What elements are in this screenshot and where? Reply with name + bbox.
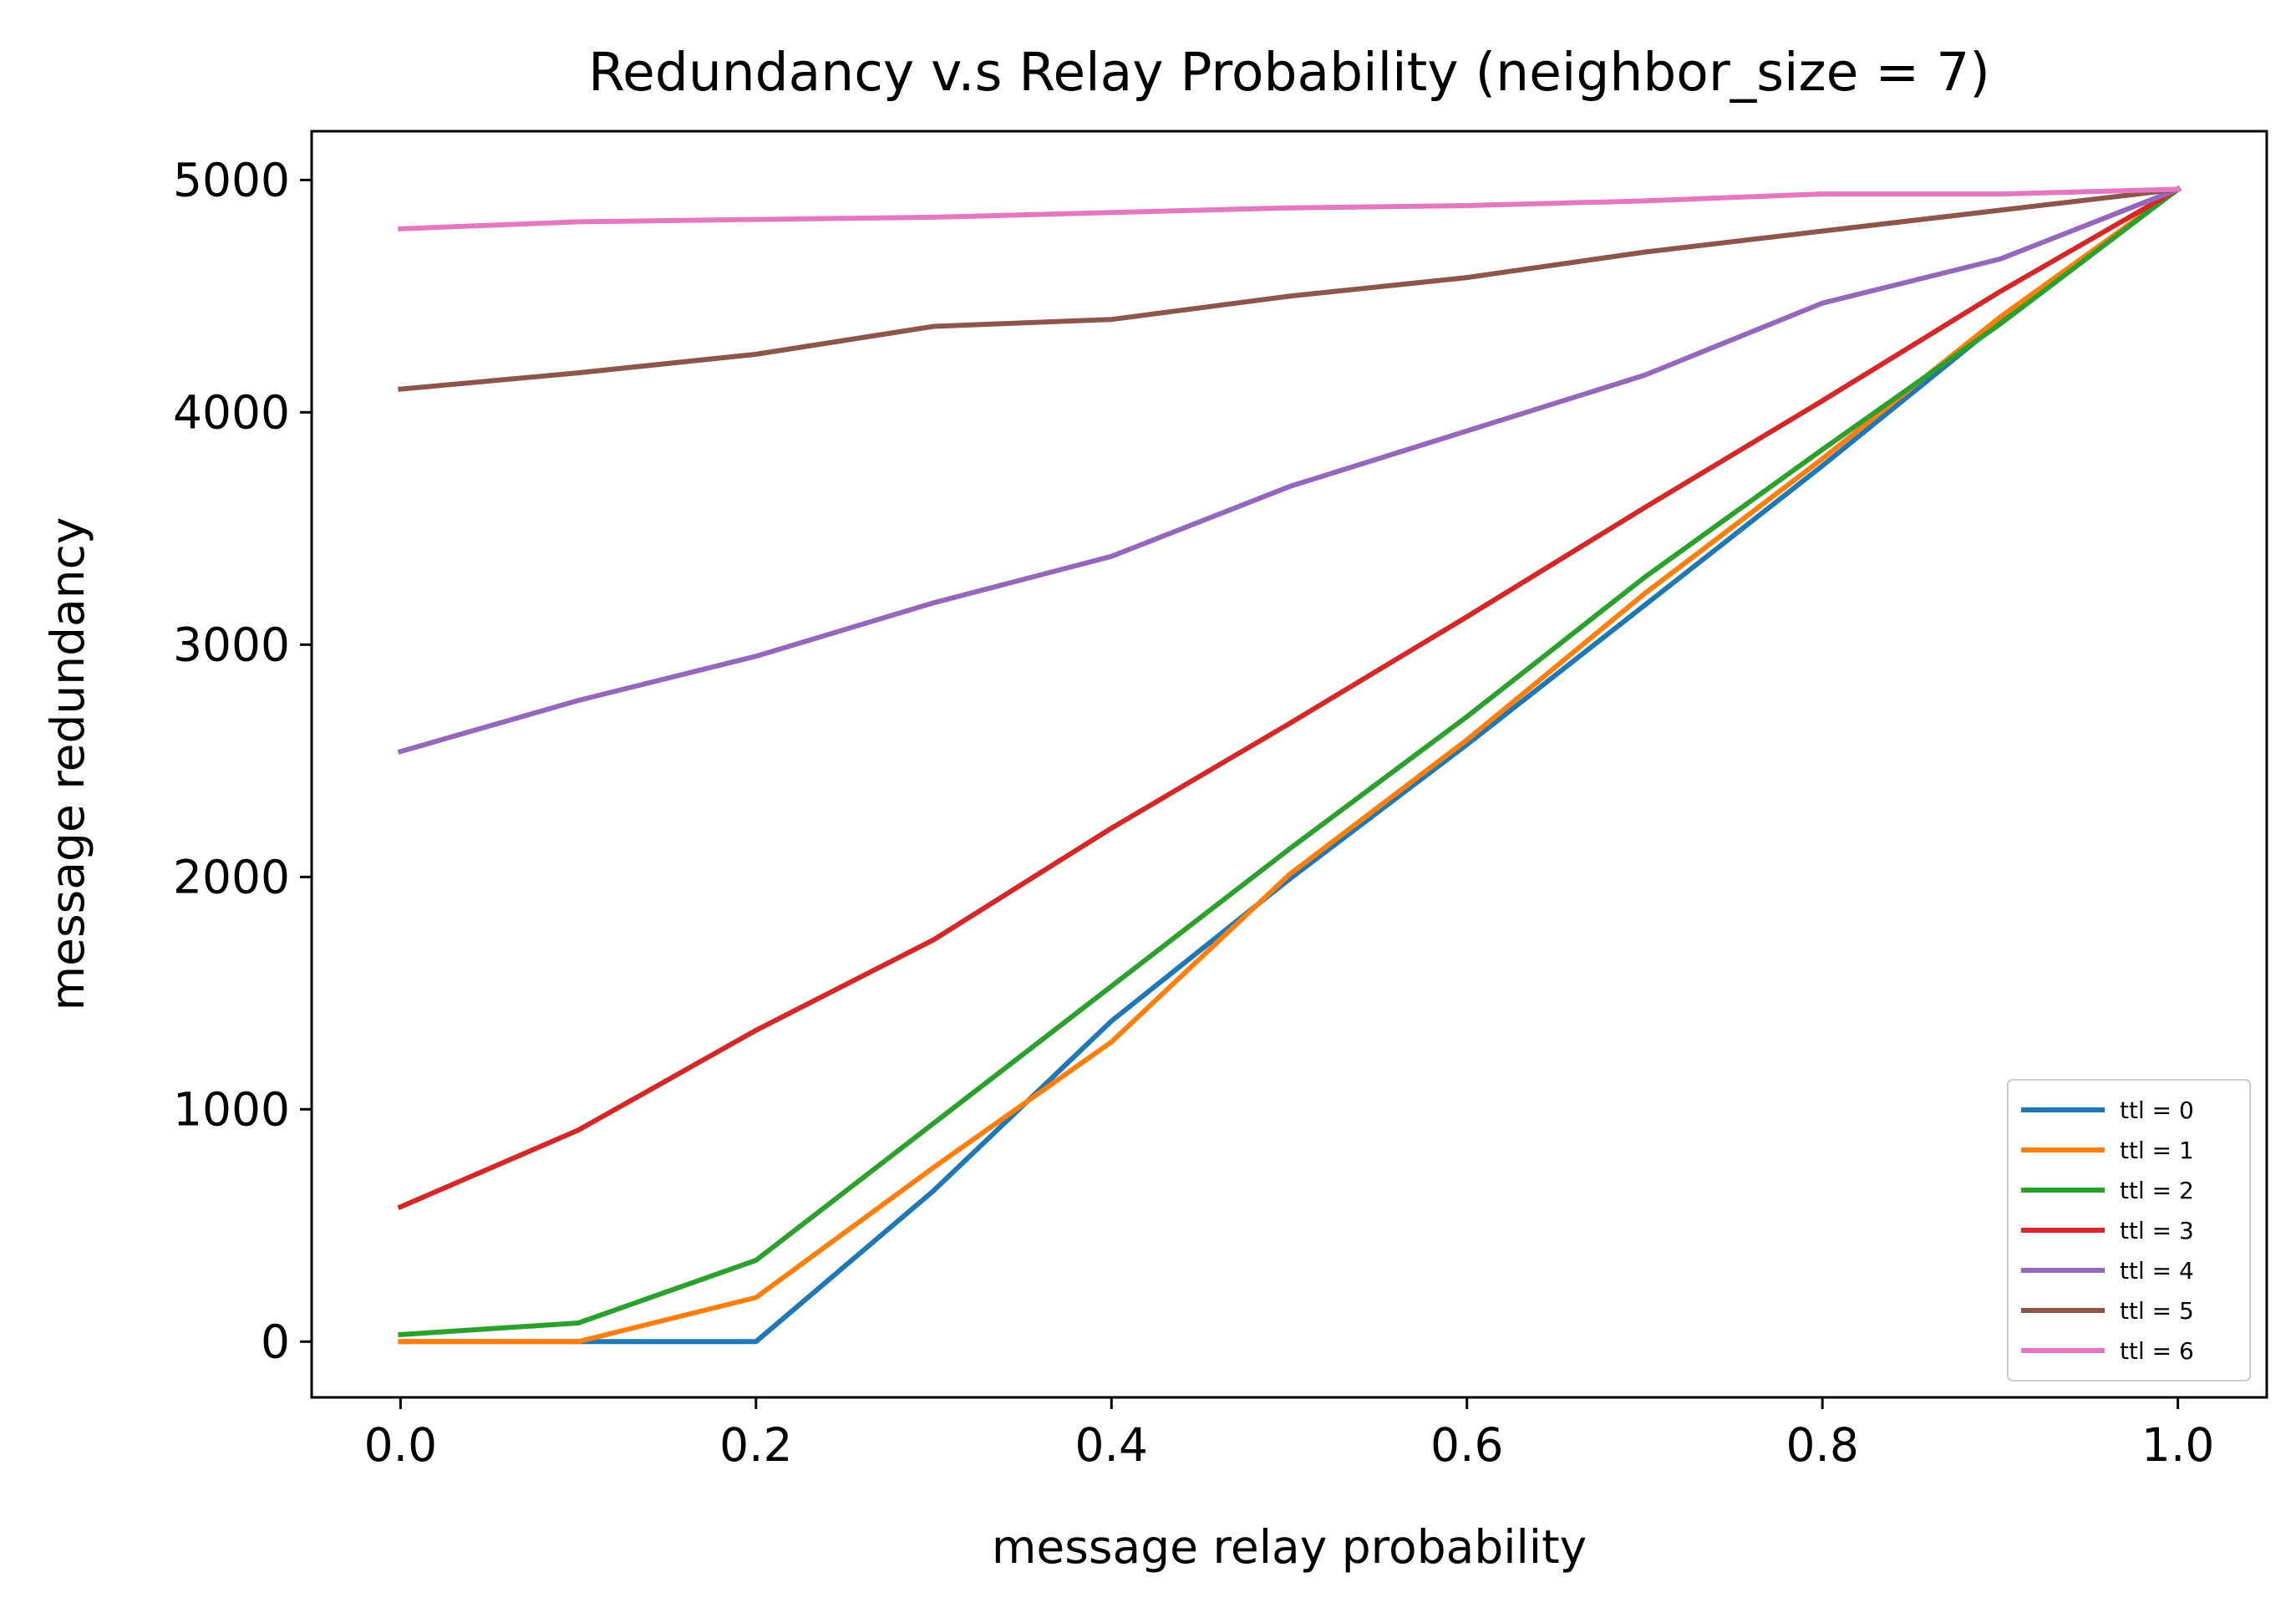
- legend-entry-label: ttl = 1: [2120, 1137, 2194, 1164]
- y-tick-label: 1000: [173, 1082, 290, 1136]
- series-layer: [397, 186, 2182, 1345]
- y-tick-label: 4000: [173, 385, 290, 439]
- series-line-ttl-5: [398, 186, 2181, 392]
- x-tick-label: 0.8: [1785, 1418, 1858, 1472]
- series-line-ttl-6: [398, 186, 2181, 232]
- x-tick-label: 1.0: [2141, 1418, 2214, 1472]
- legend-entry-label: ttl = 3: [2120, 1217, 2194, 1244]
- legend: ttl = 0 ttl = 1 ttl = 2 ttl = 3 ttl = 4 ttl =…: [2007, 1079, 2251, 1381]
- series-line-ttl-2: [398, 186, 2182, 1338]
- chart-title: Redundancy v.s Relay Probability (neighb…: [588, 42, 1990, 103]
- plot-area-frame: [310, 130, 2268, 1399]
- y-tick-label: 5000: [173, 153, 290, 206]
- legend-entry-label: ttl = 0: [2120, 1097, 2194, 1124]
- y-tick-label: 3000: [173, 618, 290, 671]
- series-line-ttl-1: [398, 186, 2182, 1345]
- series-line-ttl-4: [397, 186, 2182, 755]
- x-axis-label: message relay probability: [992, 1520, 1587, 1574]
- y-tick-label: 2000: [173, 850, 290, 903]
- series-line-ttl-3: [397, 186, 2182, 1211]
- x-tick-label: 0.4: [1075, 1418, 1148, 1472]
- series-line-ttl-0: [398, 186, 2182, 1345]
- x-tick-label: 0.6: [1430, 1418, 1503, 1472]
- y-axis-label: message redundancy: [41, 517, 94, 1011]
- y-tick-label: 0: [261, 1315, 290, 1368]
- x-tick-label: 0.0: [364, 1418, 437, 1472]
- legend-entry-label: ttl = 6: [2120, 1337, 2194, 1365]
- legend-entry-label: ttl = 5: [2120, 1297, 2194, 1325]
- legend-entry-label: ttl = 2: [2120, 1177, 2194, 1204]
- legend-box: [2007, 1079, 2251, 1381]
- x-tick-label: 0.2: [719, 1418, 792, 1472]
- x-axis-ticks: 0.0 0.2 0.4 0.6 0.8 1.0: [364, 1397, 2214, 1472]
- y-axis-ticks: 0 1000 2000 3000 4000 5000: [173, 153, 312, 1368]
- legend-entry-label: ttl = 4: [2120, 1257, 2194, 1285]
